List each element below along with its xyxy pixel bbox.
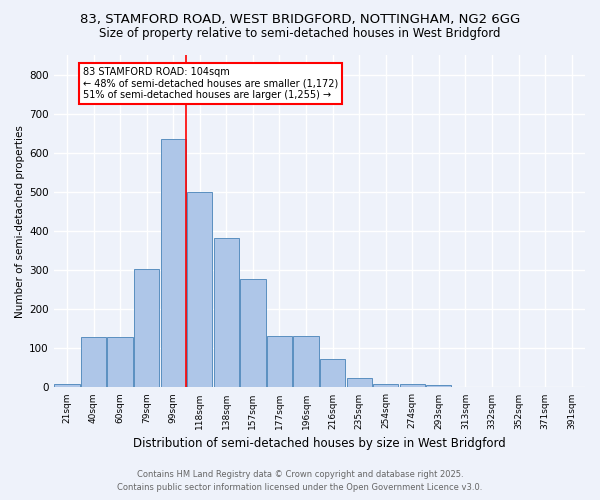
Text: Contains HM Land Registry data © Crown copyright and database right 2025.
Contai: Contains HM Land Registry data © Crown c… bbox=[118, 470, 482, 492]
Bar bbox=[347, 378, 372, 388]
Bar bbox=[107, 336, 133, 388]
Bar bbox=[187, 192, 212, 388]
Bar bbox=[320, 359, 345, 388]
Bar bbox=[55, 384, 80, 388]
Bar bbox=[81, 336, 106, 388]
Bar bbox=[134, 270, 159, 388]
Bar bbox=[426, 386, 451, 388]
Bar bbox=[267, 336, 292, 388]
Bar bbox=[214, 238, 239, 388]
Text: 83 STAMFORD ROAD: 104sqm
← 48% of semi-detached houses are smaller (1,172)
51% o: 83 STAMFORD ROAD: 104sqm ← 48% of semi-d… bbox=[83, 66, 338, 100]
Y-axis label: Number of semi-detached properties: Number of semi-detached properties bbox=[15, 125, 25, 318]
Text: Size of property relative to semi-detached houses in West Bridgford: Size of property relative to semi-detach… bbox=[99, 28, 501, 40]
Bar bbox=[161, 139, 186, 388]
Bar bbox=[240, 278, 266, 388]
Bar bbox=[400, 384, 425, 388]
X-axis label: Distribution of semi-detached houses by size in West Bridgford: Distribution of semi-detached houses by … bbox=[133, 437, 506, 450]
Bar bbox=[293, 336, 319, 388]
Bar bbox=[373, 384, 398, 388]
Text: 83, STAMFORD ROAD, WEST BRIDGFORD, NOTTINGHAM, NG2 6GG: 83, STAMFORD ROAD, WEST BRIDGFORD, NOTTI… bbox=[80, 12, 520, 26]
